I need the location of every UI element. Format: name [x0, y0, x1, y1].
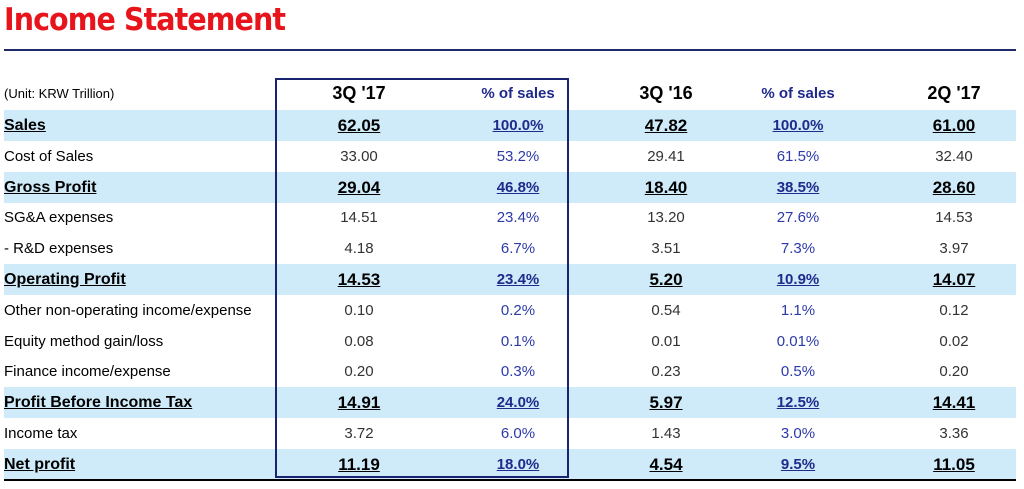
- table-cell: 3.51: [651, 240, 681, 258]
- column-header: 3Q '17: [332, 83, 386, 103]
- row-label: Sales: [4, 117, 46, 134]
- row-label: Other non-operating income/expense: [4, 301, 252, 319]
- row-label: Profit Before Income Tax: [4, 394, 193, 412]
- table-cell: 0.02: [939, 332, 969, 350]
- table-cell: 1.1%: [780, 301, 816, 319]
- table-cell: 0.5%: [780, 363, 816, 381]
- page-title: Income Statement: [4, 2, 286, 38]
- table-cell: 61.00: [932, 116, 976, 135]
- row-label: Equity method gain/loss: [4, 332, 164, 350]
- row-label: SG&A expenses: [4, 209, 114, 227]
- table-row: Profit Before Income Tax 14.91 24.0% 5.97 12…: [4, 387, 1016, 419]
- table-cell: 0.2%: [500, 301, 536, 319]
- row-label: - R&D expenses: [4, 240, 114, 258]
- column-header: 2Q '17: [927, 83, 981, 103]
- table-cell: 14.53: [935, 209, 973, 227]
- table-cell: 0.08: [344, 332, 374, 350]
- table-cell: 0.01%: [776, 332, 820, 350]
- table-cell: 14.51: [340, 209, 378, 227]
- table-cell: 18.0%: [496, 455, 540, 473]
- table-row: - R&D expenses 4.18 6.7% 3.51 7.3% 3.97: [4, 233, 1016, 264]
- table-cell: 29.04: [337, 177, 381, 197]
- table-cell: 23.4%: [496, 209, 540, 227]
- table-cell: 0.20: [344, 363, 374, 381]
- table-cell: 100.0%: [492, 117, 544, 134]
- table-row: Operating Profit 14.53 23.4% 5.20 10.9% 14.07: [4, 264, 1016, 295]
- table-cell: 23.4%: [496, 271, 540, 288]
- table-row: Sales 62.05 100.0% 47.82 100.0% 61.00: [4, 110, 1016, 141]
- table-cell: 28.60: [932, 177, 976, 197]
- table-cell: 0.54: [651, 301, 681, 319]
- table-cell: 0.01: [651, 332, 681, 350]
- table-cell: 61.5%: [776, 147, 820, 165]
- table-cell: 18.40: [644, 177, 688, 197]
- table-cell: 14.07: [932, 270, 976, 289]
- table-cell: 24.0%: [496, 394, 540, 412]
- row-label: Income tax: [4, 425, 78, 442]
- table-cell: 0.3%: [500, 363, 536, 381]
- row-label: Finance income/expense: [4, 363, 171, 381]
- table-cell: 13.20: [647, 209, 685, 227]
- table-cell: 0.20: [939, 363, 969, 381]
- table-cell: 0.10: [344, 301, 374, 319]
- table-row: Other non-operating income/expense 0.10 0.…: [4, 295, 1016, 326]
- column-header: % of sales: [481, 85, 555, 102]
- table-cell: 29.41: [647, 147, 685, 165]
- table-cell: 100.0%: [772, 117, 824, 134]
- table-header-row: (Unit: KRW Trillion) 3Q '17 % of sales 3…: [4, 78, 1016, 109]
- table-cell: 1.43: [651, 425, 681, 442]
- unit-note: (Unit: KRW Trillion): [4, 86, 115, 101]
- table-row: Net profit 11.19 18.0% 4.54 9.5% 11.05: [4, 448, 1016, 480]
- table-row: SG&A expenses 14.51 23.4% 13.20 27.6% 14.53: [4, 202, 1016, 233]
- table-cell: 0.12: [939, 301, 969, 319]
- column-header: % of sales: [761, 85, 835, 102]
- table-row: Cost of Sales 33.00 53.2% 29.41 61.5% 32.40: [4, 141, 1016, 172]
- table-cell: 4.54: [649, 454, 683, 474]
- table-cell: 7.3%: [780, 240, 816, 258]
- table-cell: 3.72: [344, 425, 374, 442]
- table-cell: 11.05: [933, 454, 975, 474]
- table-cell: 32.40: [935, 147, 973, 165]
- table-cell: 14.41: [932, 393, 976, 413]
- table-cell: 38.5%: [776, 178, 820, 196]
- column-header: 3Q '16: [639, 83, 693, 103]
- table-cell: 11.19: [338, 454, 380, 474]
- table-row: Income tax 3.72 6.0% 1.43 3.0% 3.36: [4, 418, 1016, 449]
- title-divider: [4, 49, 1016, 51]
- table-cell: 3.0%: [780, 425, 816, 442]
- table-bottom-rule: [4, 479, 1016, 481]
- table-cell: 12.5%: [776, 394, 820, 412]
- row-label: Net profit: [4, 455, 76, 473]
- table-row: Finance income/expense 0.20 0.3% 0.23 0.5% 0.…: [4, 356, 1016, 387]
- table-cell: 62.05: [337, 116, 381, 135]
- table-cell: 47.82: [644, 116, 688, 135]
- table-cell: 6.0%: [500, 425, 536, 442]
- table-cell: 6.7%: [500, 240, 536, 258]
- table-cell: 14.91: [337, 393, 381, 413]
- table-cell: 14.53: [337, 270, 381, 289]
- table-cell: 5.97: [649, 393, 683, 413]
- row-label: Cost of Sales: [4, 147, 94, 165]
- table-cell: 3.97: [939, 240, 969, 258]
- table-cell: 53.2%: [496, 147, 540, 165]
- table-cell: 33.00: [340, 147, 378, 165]
- table-cell: 9.5%: [780, 455, 816, 473]
- table-cell: 0.23: [651, 363, 681, 381]
- table-row: Equity method gain/loss 0.08 0.1% 0.01 0.01%…: [4, 326, 1016, 357]
- table-cell: 4.18: [344, 240, 374, 258]
- row-label: Gross Profit: [4, 178, 97, 196]
- table-cell: 0.1%: [500, 332, 536, 350]
- table-cell: 5.20: [649, 270, 683, 289]
- table-cell: 3.36: [939, 425, 969, 442]
- table-row: Gross Profit 29.04 46.8% 18.40 38.5% 28.60: [4, 171, 1016, 203]
- table-cell: 10.9%: [776, 271, 820, 288]
- table-cell: 46.8%: [496, 178, 540, 196]
- table-cell: 27.6%: [776, 209, 820, 227]
- row-label: Operating Profit: [4, 271, 126, 288]
